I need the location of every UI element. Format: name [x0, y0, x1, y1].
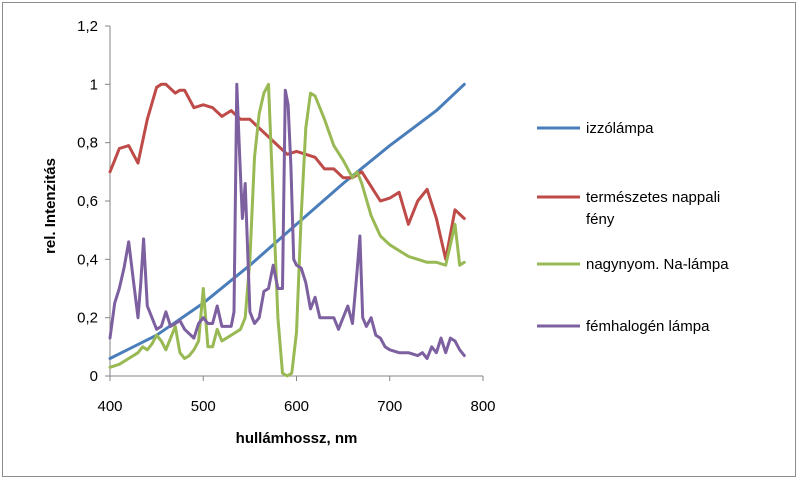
legend-label: fémhalogén lámpa: [586, 318, 710, 335]
series-layer: [108, 82, 466, 378]
y-tick-label: 0,8: [77, 135, 98, 152]
y-tick-label: 1: [90, 76, 98, 93]
y-axis-title: rel. Intenzitás: [42, 158, 59, 254]
legend-label-line: természetes nappali: [586, 189, 720, 206]
y-tick-label: 0: [90, 368, 98, 385]
y-tick-label: 0,2: [77, 310, 98, 327]
y-tick-label: 0,6: [77, 193, 98, 210]
x-tick-label: 700: [377, 398, 402, 415]
y-tick-label: 1,2: [77, 18, 98, 35]
x-tick-label: 500: [191, 398, 216, 415]
x-axis-title: hullámhossz, nm: [236, 430, 358, 447]
y-tick-label: 0,4: [77, 251, 98, 268]
x-tick-label: 400: [97, 398, 122, 415]
legend-label-line: fény: [586, 211, 615, 228]
x-tick-label: 800: [470, 398, 495, 415]
legend-label: izzólámpa: [586, 120, 654, 137]
ticks-layer: 0 0,2 0,4 0,6 0,8 1 1,2 400 500 600 700 800: [77, 18, 495, 415]
legend: izzólámpa természetes nappali fény nagynyom…: [537, 120, 729, 335]
series-line-természetes-nappali-fény: [108, 82, 466, 261]
series-line-nagynyom-na-lámpa: [108, 82, 466, 378]
legend-label: természetes nappali fény: [586, 189, 720, 228]
legend-label: nagynyom. Na-lámpa: [586, 256, 729, 273]
x-tick-label: 600: [284, 398, 309, 415]
series-line-fémhalogén-lámpa: [108, 82, 466, 360]
